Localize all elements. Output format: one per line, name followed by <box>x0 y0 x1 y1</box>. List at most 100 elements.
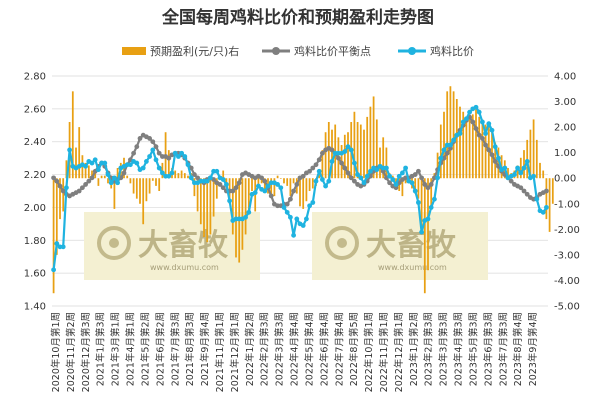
ratio-point <box>204 178 210 184</box>
profit-bar <box>366 116 369 179</box>
profit-bar <box>286 178 289 186</box>
breakeven-point <box>236 180 242 186</box>
breakeven-point <box>166 155 172 161</box>
profit-bar <box>158 178 161 191</box>
profit-bar <box>97 178 100 186</box>
profit-bar <box>247 178 250 214</box>
profit-bar <box>465 116 468 179</box>
breakeven-point <box>262 178 268 184</box>
profit-bar <box>382 137 385 179</box>
ratio-point <box>480 119 485 125</box>
watermark-text: 大畜牧 <box>138 228 229 263</box>
legend-label-breakeven: 鸡料比价平衡点 <box>294 44 371 58</box>
breakeven-point <box>345 170 351 176</box>
ratio-point <box>262 188 268 194</box>
legend-item-profit[interactable]: 预期盈利(元/只)右 <box>122 44 239 58</box>
x-tick-label: 2022年4月第4周 <box>289 312 301 386</box>
y-left-tick-label: 2.00 <box>24 203 46 214</box>
x-tick-label: 2021年9月第4周 <box>199 312 211 386</box>
profit-bar <box>455 99 458 179</box>
profit-bar <box>423 178 426 294</box>
ratio-point <box>393 182 399 187</box>
breakeven-point <box>54 178 60 184</box>
breakeven-point <box>524 191 530 197</box>
profit-bar <box>129 178 132 184</box>
x-tick-label: 2021年11月第1周 <box>214 312 226 392</box>
ratio-point <box>156 165 162 171</box>
legend-item-ratio[interactable]: 鸡料比价 <box>398 44 474 58</box>
breakeven-point <box>339 160 344 166</box>
breakeven-point <box>233 185 239 191</box>
chart-title: 全国每周鸡料比价和预期盈利走势图 <box>161 7 434 28</box>
breakeven-point <box>307 168 312 174</box>
breakeven-point <box>153 144 159 150</box>
breakeven-point <box>470 119 476 125</box>
ratio-point <box>473 104 479 110</box>
breakeven-point <box>444 150 450 156</box>
ratio-point <box>160 170 165 176</box>
x-tick-label: 2022年12月第1周 <box>393 312 405 392</box>
x-tick-label: 2022年11月第1周 <box>378 312 390 392</box>
ratio-point <box>310 200 316 205</box>
ratio-point <box>483 131 488 136</box>
watermark-url: www.dxumu.com <box>378 263 447 272</box>
breakeven-point <box>147 136 153 141</box>
ratio-point <box>451 137 456 143</box>
ratio-point <box>524 159 530 164</box>
breakeven-point <box>521 188 527 194</box>
ratio-point <box>489 127 495 133</box>
profit-bar <box>519 157 522 179</box>
breakeven-point <box>83 182 88 187</box>
ratio-point <box>275 182 280 187</box>
breakeven-point <box>508 178 514 184</box>
x-tick-label: 2023年1月第2周 <box>408 312 420 386</box>
watermark-1: 大畜牧 www.dxumu.com <box>84 212 260 280</box>
ratio-point <box>304 216 309 222</box>
right-axis-ticks: -5.00 -4.00 -3.00 -2.00 -1.00 0.00 1.00 2.00 3.0… <box>554 72 580 313</box>
profit-bar <box>369 106 372 179</box>
breakeven-point <box>220 185 226 191</box>
breakeven-point <box>518 185 524 191</box>
ratio-point <box>291 232 296 238</box>
x-axis-ticks: 2020年10月第1周 2020年11月第2周 2020年12月第3周 2021年1月… <box>50 312 539 392</box>
profit-bar <box>241 178 244 250</box>
profit-bar <box>180 170 183 179</box>
ratio-point <box>140 165 146 171</box>
profit-bar <box>196 178 199 212</box>
breakeven-point <box>348 175 354 181</box>
ratio-point <box>214 168 220 174</box>
ratio-point <box>256 183 261 189</box>
watermark-logo-icon <box>325 226 359 260</box>
profit-bar <box>324 132 327 179</box>
ratio-point <box>403 165 408 171</box>
ratio-point <box>534 196 540 202</box>
ratio-point <box>307 203 312 209</box>
profit-bar <box>203 178 205 237</box>
x-tick-label: 2020年10月第1周 <box>50 312 62 392</box>
x-tick-label: 2022年2月第3周 <box>259 312 271 386</box>
profit-bar <box>273 178 276 197</box>
ratio-point <box>364 173 370 179</box>
breakeven-point <box>195 175 201 181</box>
profit-bar <box>331 129 333 179</box>
legend-item-breakeven[interactable]: 鸡料比价平衡点 <box>262 44 371 58</box>
ratio-point <box>457 131 463 136</box>
profit-bar <box>529 129 532 179</box>
x-tick-label: 2023年6月第3周 <box>482 312 494 386</box>
x-tick-label: 2021年12月第1周 <box>229 312 241 392</box>
profit-bar <box>507 168 509 179</box>
profit-bar <box>439 124 442 179</box>
y-right-tick-label: -3.00 <box>554 250 580 261</box>
ratio-point <box>400 170 405 176</box>
profit-bar <box>100 175 103 179</box>
breakeven-point <box>425 185 431 191</box>
ratio-point <box>102 160 108 166</box>
breakeven-point <box>284 201 290 207</box>
profit-bar <box>155 178 157 186</box>
ratio-point <box>518 170 524 176</box>
breakeven-point <box>483 142 488 148</box>
profit-bar <box>193 178 196 197</box>
ratio-point <box>246 209 252 215</box>
profit-bar <box>516 165 519 179</box>
